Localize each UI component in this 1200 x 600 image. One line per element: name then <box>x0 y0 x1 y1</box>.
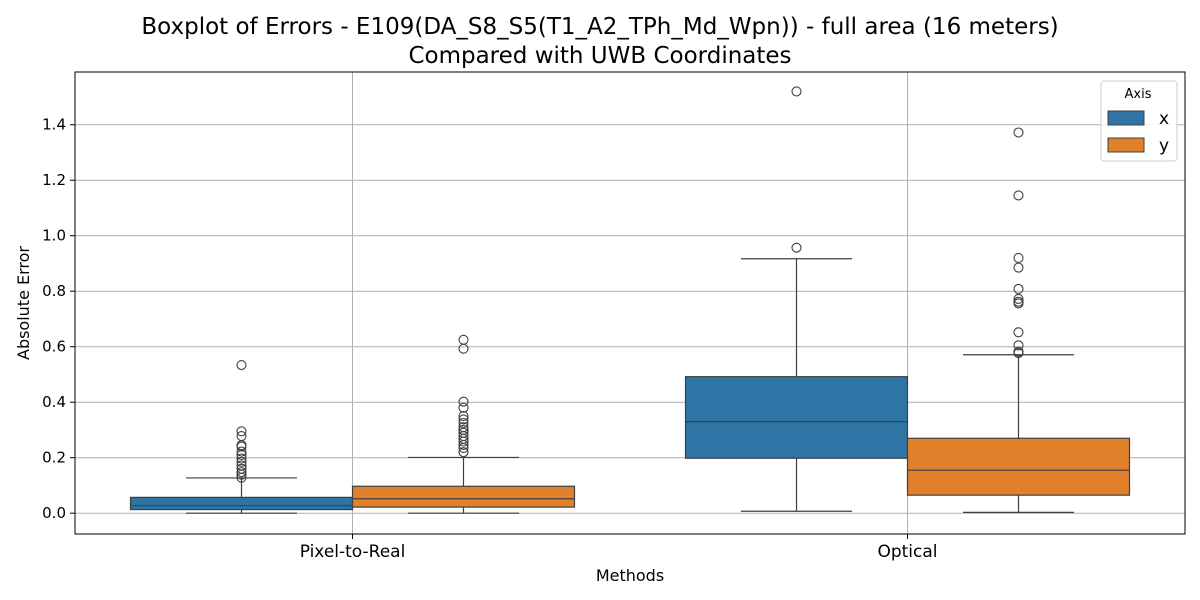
outlier-point <box>1013 340 1024 351</box>
outlier-point <box>458 411 469 422</box>
outlier-point <box>458 417 469 429</box>
y-tick-label: 1.2 <box>42 171 66 189</box>
box-y-pixel-to-real <box>351 334 576 514</box>
outlier-point <box>1013 190 1024 201</box>
outlier-point <box>236 467 247 478</box>
outlier-point <box>458 414 469 425</box>
y-tick-label: 0.2 <box>42 449 66 467</box>
outlier-point <box>236 469 247 480</box>
plot-area-frame <box>74 71 1186 535</box>
outlier-point <box>236 446 247 457</box>
outlier-point <box>236 449 247 460</box>
outlier-point <box>236 456 247 467</box>
outlier-point <box>1013 252 1024 263</box>
y-tick-label: 0.8 <box>42 282 66 300</box>
outlier-point <box>236 472 247 483</box>
boxes-layer <box>129 86 1131 514</box>
outlier-point <box>791 242 802 253</box>
legend-swatch-y <box>1107 137 1145 153</box>
y-tick-label: 0.6 <box>42 338 66 356</box>
outlier-point <box>458 436 469 447</box>
x-axis-label: Methods <box>596 566 664 585</box>
y-axis-ticks: 0.0 0.2 0.4 0.6 0.8 1.0 1.2 1.4 <box>42 116 75 522</box>
outlier-point <box>458 343 469 354</box>
box-body <box>906 437 1131 496</box>
y-tick-label: 0.0 <box>42 504 66 522</box>
x-tick-label: Optical <box>877 542 937 562</box>
outlier-point <box>1013 127 1024 138</box>
box-x-pixel-to-real <box>129 359 354 514</box>
outlier-point <box>1013 262 1024 273</box>
y-axis-label: Absolute Error <box>14 246 33 360</box>
x-tick-label: Pixel-to-Real <box>300 542 406 562</box>
outlier-point <box>1013 348 1024 359</box>
legend-title: Axis <box>1125 87 1152 102</box>
outlier-point <box>458 442 469 454</box>
outlier-point <box>236 441 247 452</box>
box-body <box>129 496 354 511</box>
outlier-point <box>236 453 247 464</box>
outlier-point <box>1013 327 1024 338</box>
outlier-point <box>791 86 802 97</box>
box-y-optical <box>906 127 1131 513</box>
outlier-point <box>236 426 247 437</box>
legend-swatch-x <box>1107 110 1145 126</box>
chart-title-line-2: Compared with UWB Coordinates <box>408 43 791 69</box>
outlier-point <box>458 402 469 413</box>
legend-label-x: x <box>1159 109 1169 129</box>
outlier-point <box>458 439 469 450</box>
outlier-point <box>458 396 469 407</box>
x-axis-ticks: Pixel-to-Real Optical <box>300 534 938 562</box>
box-body <box>684 376 909 459</box>
box-x-optical <box>684 86 909 512</box>
outlier-point <box>458 447 469 458</box>
outlier-point <box>1013 283 1024 295</box>
box-body <box>351 485 576 508</box>
outlier-point <box>1013 298 1024 309</box>
legend-label-y: y <box>1159 136 1169 156</box>
chart-title-line-1: Boxplot of Errors - E109(DA_S8_S5(T1_A2_… <box>141 14 1058 40</box>
y-tick-label: 1.4 <box>42 116 66 134</box>
outlier-point <box>458 334 469 345</box>
legend: Axis x y <box>1100 80 1178 162</box>
grid-lines <box>75 72 1185 534</box>
y-tick-label: 1.0 <box>42 227 66 245</box>
outlier-point <box>1013 293 1024 305</box>
outlier-point <box>236 359 247 371</box>
y-tick-label: 0.4 <box>42 393 66 411</box>
